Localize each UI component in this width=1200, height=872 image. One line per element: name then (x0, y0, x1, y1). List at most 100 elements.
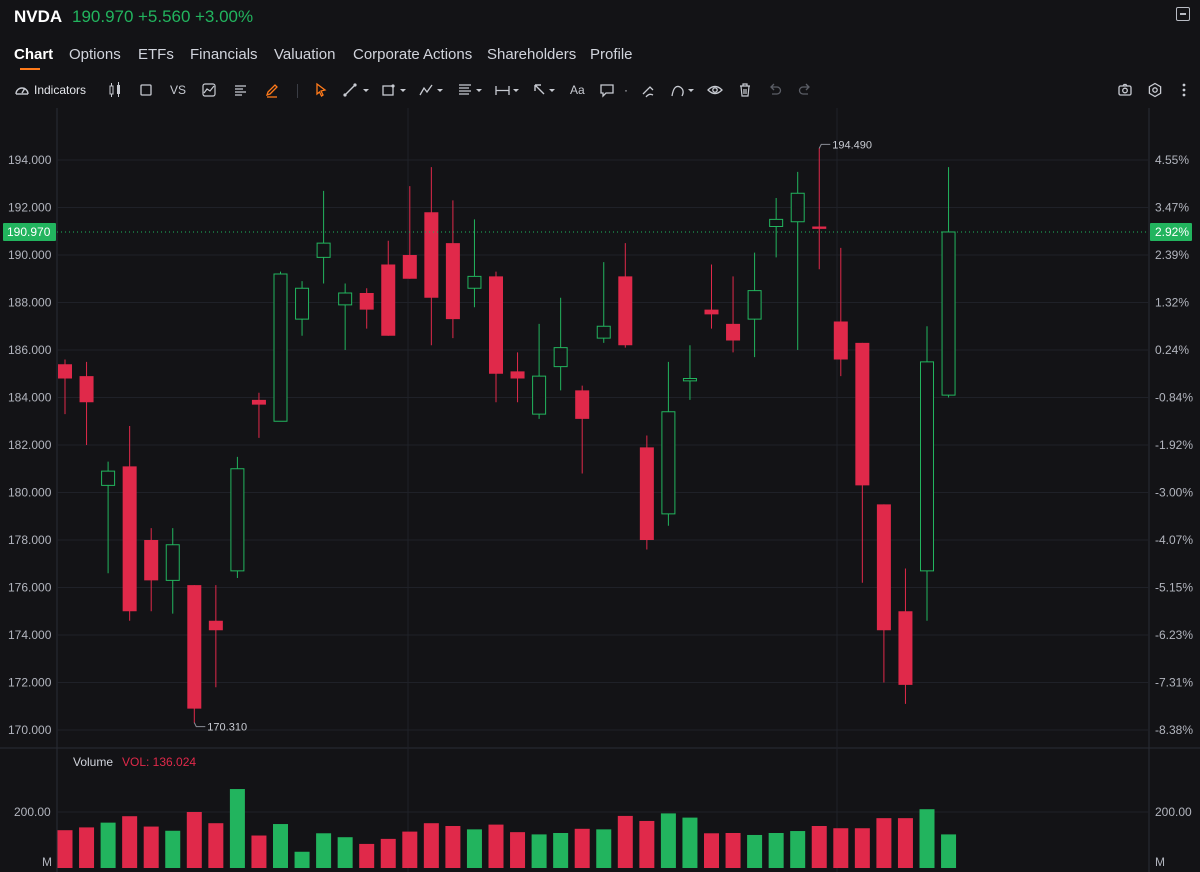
candle-body (704, 309, 719, 315)
tab-etfs[interactable]: ETFs (138, 46, 174, 63)
fib-tool-icon[interactable] (457, 81, 487, 99)
candle-body (510, 371, 525, 379)
candle-body (726, 323, 741, 341)
tab-options[interactable]: Options (69, 46, 121, 63)
toolbar-divider (297, 84, 298, 98)
volume-bar (79, 827, 95, 868)
y-tick-label-right: -6.23% (1155, 628, 1193, 642)
candle-body (812, 226, 827, 229)
camera-icon[interactable] (1117, 81, 1133, 99)
pencil-icon[interactable] (264, 81, 280, 99)
candle-body (682, 378, 697, 382)
undo-icon[interactable] (767, 81, 783, 99)
line-tool-icon[interactable] (342, 81, 372, 99)
candle-body (187, 585, 202, 709)
volume-bar (402, 831, 418, 868)
y-tick-label-left: 194.000 (8, 153, 52, 167)
settings-icon[interactable] (1147, 81, 1163, 99)
volume-bar (876, 818, 892, 868)
tab-chart[interactable]: Chart (14, 46, 54, 63)
volume-bar (660, 813, 676, 868)
y-tick-label-left: 172.000 (8, 676, 52, 690)
volume-bar (423, 823, 439, 868)
redo-icon[interactable] (797, 81, 813, 99)
volume-bar (359, 843, 375, 868)
y-tick-label-right: 3.47% (1155, 201, 1189, 215)
y-tick-label-right: -7.31% (1155, 676, 1193, 690)
volume-title: Volume (73, 755, 113, 769)
candle-body (79, 376, 94, 403)
volume-value: VOL: 136.024 (122, 755, 196, 769)
y-tick-label-left: 178.000 (8, 533, 52, 547)
candle-body (208, 620, 223, 631)
candle-body (122, 466, 137, 612)
eye-icon[interactable] (707, 81, 723, 99)
tab-corporate-actions[interactable]: Corporate Actions (353, 46, 473, 63)
indicators-button[interactable]: Indicators (34, 83, 87, 97)
volume-bar (704, 833, 719, 868)
candle-body (144, 540, 159, 581)
chart-area[interactable]: 194.000 4.55% 192.000 3.47% 190.000 2.39% 188.… (0, 108, 1200, 872)
volume-bar (811, 826, 827, 868)
volume-bar (897, 818, 913, 868)
expand-icon[interactable] (1176, 7, 1190, 21)
candle-body (618, 276, 633, 346)
area-chart-icon[interactable] (201, 81, 217, 99)
volume-bar (165, 830, 181, 868)
y-tick-label-left: 174.000 (8, 628, 52, 642)
candle-body (639, 447, 654, 540)
cursor-icon[interactable] (313, 81, 329, 99)
brush-icon[interactable] (640, 81, 656, 99)
y-tick-label-right: 2.39% (1155, 248, 1189, 262)
y-tick-label-right: -8.38% (1155, 723, 1193, 737)
y-tick-label-left: 170.000 (8, 723, 52, 737)
y-tick-label-right: -0.84% (1155, 391, 1193, 405)
current-pct-tag (1150, 222, 1192, 241)
y-tick-label-left: 176.000 (8, 581, 52, 595)
candle-body (489, 276, 503, 374)
low-annotation-label: 170.310 (207, 722, 247, 734)
volume-bar (380, 838, 396, 868)
lines-icon[interactable] (233, 81, 249, 99)
candle-body (295, 287, 310, 320)
compare-button[interactable]: VS (170, 83, 187, 97)
y-tick-label-right: -5.15% (1155, 581, 1193, 595)
volume-tick-label-right: 200.00 (1155, 805, 1192, 819)
tab-shareholders[interactable]: Shareholders (487, 46, 577, 63)
y-tick-label-left: 182.000 (8, 438, 52, 452)
indicators-icon[interactable] (14, 81, 30, 99)
candle-body (661, 411, 676, 515)
volume-bar (941, 834, 957, 868)
pattern-tool-icon[interactable] (418, 81, 448, 99)
volume-bar (143, 826, 159, 868)
shape-tool-icon[interactable] (381, 81, 411, 99)
trash-icon[interactable] (737, 81, 753, 99)
tab-financials[interactable]: Financials (190, 46, 258, 63)
candle-type-icon[interactable] (107, 81, 123, 99)
volume-bar (122, 816, 138, 868)
arrow-tool-icon[interactable] (532, 81, 562, 99)
candle-body (359, 293, 374, 310)
candlestick-chart[interactable]: 194.000 4.55% 192.000 3.47% 190.000 2.39% 188.… (0, 108, 1200, 872)
candle-body (338, 292, 353, 306)
volume-bar (639, 820, 655, 868)
candle-body (790, 192, 805, 223)
tab-valuation[interactable]: Valuation (274, 46, 336, 63)
last-price: 190.970 (72, 7, 134, 26)
candle-body (833, 321, 848, 360)
volume-bar (294, 851, 310, 868)
volume-bar (100, 822, 116, 868)
volume-bar (682, 817, 698, 868)
measure-tool-icon[interactable] (494, 81, 524, 99)
candle-body (596, 325, 611, 339)
tab-profile[interactable]: Profile (590, 46, 633, 63)
rectangle-icon[interactable] (139, 81, 153, 99)
more-icon[interactable] (1178, 81, 1190, 99)
y-tick-label-left: 190.000 (8, 248, 52, 262)
comment-icon[interactable] (599, 81, 615, 99)
y-tick-label-right: 0.24% (1155, 343, 1189, 357)
text-tool-button[interactable]: Aa (570, 83, 585, 97)
path-tool-icon[interactable] (670, 81, 700, 99)
ticker-symbol[interactable]: NVDA (14, 7, 63, 26)
volume-bar (186, 812, 202, 868)
